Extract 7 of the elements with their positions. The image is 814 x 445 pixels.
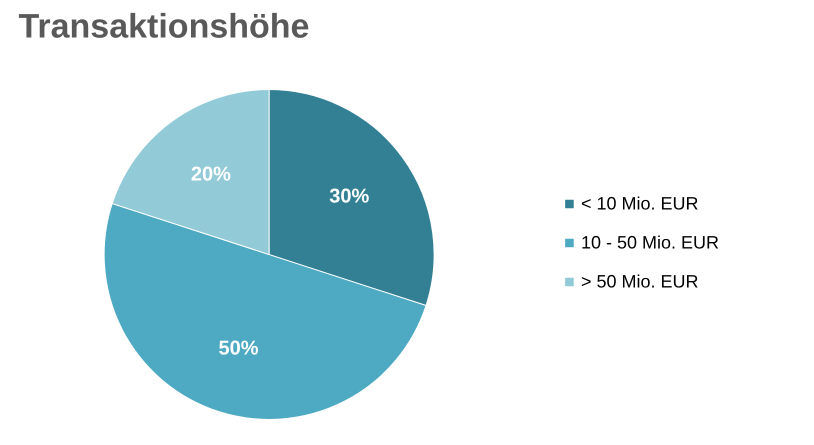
data-label: 20% xyxy=(190,163,232,186)
legend-label: < 10 Mio. EUR xyxy=(580,193,698,214)
data-label: 50% xyxy=(218,338,259,360)
data-label: 30% xyxy=(329,185,370,208)
chart-title: Transaktionshöhe xyxy=(18,8,310,46)
legend-label: > 50 Mio. EUR xyxy=(580,271,698,292)
legend-label: 10 - 50 Mio. EUR xyxy=(580,232,719,253)
